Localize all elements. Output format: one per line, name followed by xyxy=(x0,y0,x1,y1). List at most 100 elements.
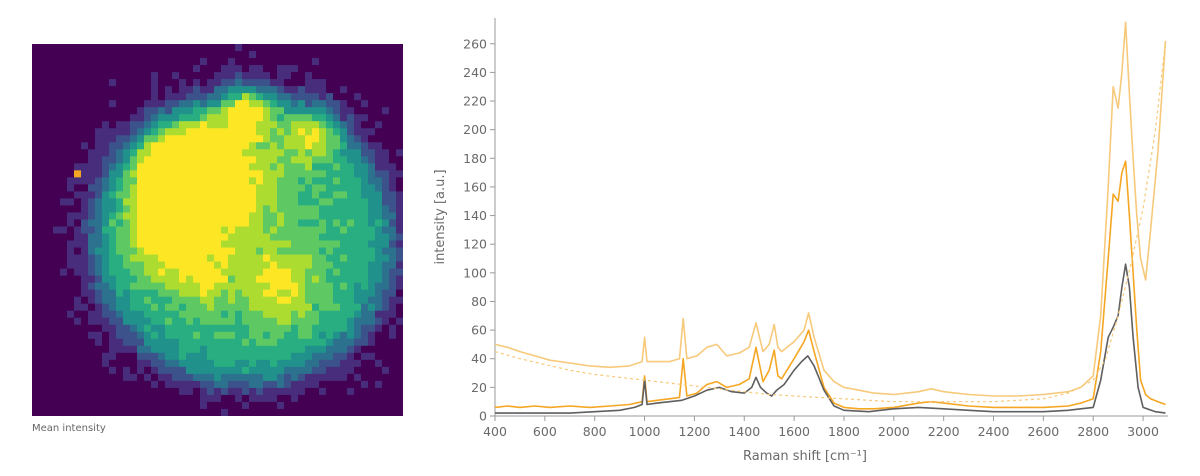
heatmap-cell xyxy=(81,44,89,52)
heatmap-cell xyxy=(165,142,173,150)
heatmap-cell xyxy=(396,254,403,263)
heatmap-cell xyxy=(277,268,285,277)
heatmap-cell xyxy=(186,240,194,249)
heatmap-cell xyxy=(39,93,47,101)
heatmap-cell xyxy=(130,240,138,249)
heatmap-cell xyxy=(123,275,131,284)
heatmap-cell xyxy=(95,247,103,256)
heatmap-cell xyxy=(333,366,341,375)
heatmap-cell xyxy=(193,51,201,59)
heatmap-cell xyxy=(242,205,250,214)
heatmap-cell xyxy=(347,373,355,382)
heatmap-cell xyxy=(333,107,341,115)
heatmap-cell xyxy=(172,226,180,235)
heatmap-cell xyxy=(186,93,194,101)
heatmap-cell xyxy=(242,135,250,143)
heatmap-cell xyxy=(340,156,348,164)
heatmap-cell xyxy=(270,100,278,108)
heatmap-cell xyxy=(242,303,250,312)
heatmap-cell xyxy=(228,212,236,221)
heatmap-cell xyxy=(130,296,138,305)
heatmap-cell xyxy=(312,317,320,326)
heatmap-cell xyxy=(228,310,236,319)
heatmap-cell xyxy=(60,359,68,368)
heatmap-cell xyxy=(298,282,306,291)
heatmap-cell xyxy=(81,58,89,66)
heatmap-cell xyxy=(389,212,397,221)
heatmap-cell xyxy=(242,359,250,368)
heatmap-cell xyxy=(74,100,82,108)
heatmap-cell xyxy=(382,219,390,228)
heatmap-cell xyxy=(102,366,110,375)
heatmap-cell xyxy=(263,303,271,312)
heatmap-cell xyxy=(144,93,152,101)
heatmap-cell xyxy=(32,289,40,298)
heatmap-cell xyxy=(109,184,117,192)
heatmap-cell xyxy=(382,198,390,207)
heatmap-cell xyxy=(319,121,327,129)
heatmap-cell xyxy=(46,268,54,277)
heatmap-cell xyxy=(123,233,131,242)
heatmap-cell xyxy=(354,317,362,326)
heatmap-cell xyxy=(46,114,54,122)
heatmap-cell xyxy=(277,338,285,347)
heatmap-cell xyxy=(137,121,145,129)
heatmap-cell xyxy=(158,352,166,361)
heatmap-cell xyxy=(368,394,376,403)
heatmap-cell xyxy=(221,93,229,101)
heatmap-cell xyxy=(242,51,250,59)
heatmap-cell xyxy=(396,296,403,305)
heatmap-cell xyxy=(109,296,117,305)
heatmap-cell xyxy=(53,93,61,101)
heatmap-cell xyxy=(137,254,145,263)
heatmap-cell xyxy=(39,254,47,263)
heatmap-cell xyxy=(32,51,40,59)
heatmap-cell xyxy=(158,373,166,382)
heatmap-cell xyxy=(207,100,215,108)
heatmap-cell xyxy=(102,289,110,298)
heatmap-cell xyxy=(249,261,257,270)
heatmap-cell xyxy=(375,142,383,150)
heatmap-cell xyxy=(109,247,117,256)
heatmap-cell xyxy=(32,72,40,80)
heatmap-cell xyxy=(158,163,166,171)
heatmap-cell xyxy=(221,149,229,157)
heatmap-cell xyxy=(158,107,166,115)
heatmap-cell xyxy=(305,345,313,354)
heatmap-cell xyxy=(277,254,285,263)
heatmap-cell xyxy=(179,345,187,354)
heatmap-cell xyxy=(207,79,215,87)
heatmap-cell xyxy=(81,163,89,171)
heatmap-cell xyxy=(242,345,250,354)
heatmap-cell xyxy=(179,93,187,101)
heatmap-cell xyxy=(249,44,257,52)
heatmap-cell xyxy=(95,65,103,73)
heatmap-cell xyxy=(123,352,131,361)
heatmap-cell xyxy=(130,345,138,354)
y-tick-label: 240 xyxy=(463,65,487,80)
heatmap-cell xyxy=(67,268,75,277)
heatmap-cell xyxy=(67,170,75,178)
heatmap-cell xyxy=(46,303,54,312)
heatmap-cell xyxy=(242,191,250,200)
heatmap-cell xyxy=(130,317,138,326)
heatmap-cell xyxy=(228,79,236,87)
heatmap-cell xyxy=(312,254,320,263)
heatmap-cell xyxy=(74,79,82,87)
heatmap-cell xyxy=(214,51,222,59)
heatmap-cell xyxy=(53,86,61,94)
x-tick-label: 1600 xyxy=(778,424,810,439)
heatmap-cell xyxy=(354,331,362,340)
heatmap-cell xyxy=(95,226,103,235)
heatmap-cell xyxy=(200,240,208,249)
heatmap-cell xyxy=(312,387,320,396)
heatmap-cell xyxy=(382,58,390,66)
heatmap-cell xyxy=(312,261,320,270)
heatmap-cell xyxy=(60,219,68,228)
heatmap-cell xyxy=(151,261,159,270)
heatmap-cell xyxy=(32,373,40,382)
heatmap-cell xyxy=(319,107,327,115)
heatmap-cell xyxy=(123,86,131,94)
heatmap-cell xyxy=(193,317,201,326)
heatmap-cell xyxy=(340,233,348,242)
